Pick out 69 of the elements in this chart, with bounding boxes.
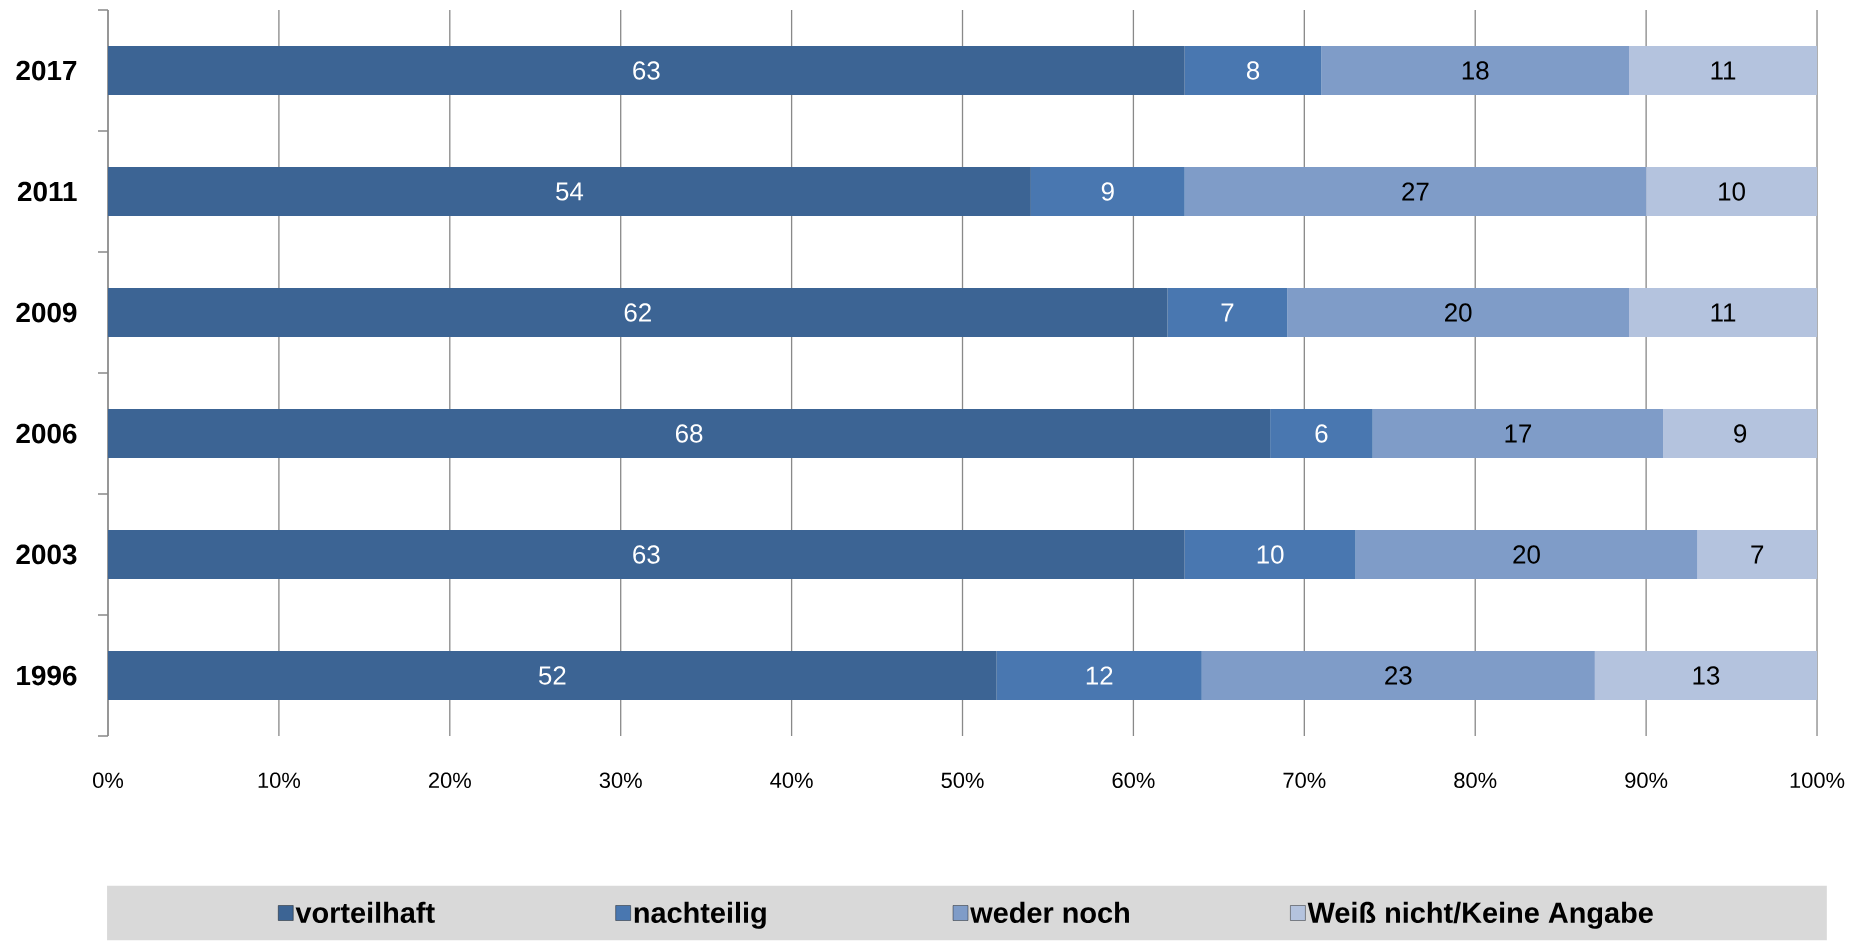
bar (1030, 167, 1185, 217)
data-label: 6 (1315, 424, 1328, 443)
bar (1184, 46, 1322, 96)
bar (1184, 530, 1356, 580)
data-label: 54 (556, 182, 584, 201)
bar (1646, 167, 1818, 217)
x-tick-label: 50% (941, 772, 984, 789)
bar (1287, 288, 1630, 338)
data-label: 11 (1711, 303, 1736, 322)
bar (996, 651, 1202, 701)
data-label: 9 (1734, 424, 1747, 443)
data-label: 23 (1385, 666, 1412, 685)
bar (108, 530, 1185, 580)
x-tick-label: 100% (1790, 772, 1845, 789)
x-tick-label: 0% (93, 772, 124, 789)
bar (1321, 46, 1630, 96)
x-tick-label: 20% (428, 772, 471, 789)
bar (1372, 409, 1664, 459)
bar (108, 409, 1271, 459)
x-tick-label: 60% (1112, 772, 1155, 789)
legend-label: vorteilhaft (295, 901, 435, 924)
x-tick-label: 10% (258, 772, 301, 789)
y-tick-label: 2011 (17, 181, 77, 202)
data-label: 9 (1101, 182, 1114, 201)
x-tick-label: 90% (1625, 772, 1668, 789)
data-label: 18 (1462, 61, 1489, 80)
data-label: 12 (1086, 666, 1113, 685)
legend-label: nachteilig (634, 901, 766, 929)
y-tick-label: 2003 (16, 544, 77, 565)
y-tick-label: 2006 (16, 423, 77, 444)
y-tick-label: 2017 (16, 60, 77, 81)
x-tick-label: 70% (1283, 772, 1326, 789)
data-label: 8 (1246, 61, 1260, 80)
bar (1594, 651, 1818, 701)
data-label: 63 (633, 545, 660, 564)
data-label: 68 (675, 424, 703, 443)
bar (108, 651, 997, 701)
bar (108, 288, 1168, 338)
x-tick-label: 40% (770, 772, 813, 789)
data-label: 63 (633, 61, 660, 80)
y-tick-label: 2009 (16, 302, 77, 323)
bar (1167, 288, 1288, 338)
data-label: 11 (1711, 61, 1736, 80)
y-tick-label: 1996 (17, 665, 77, 686)
data-label: 10 (1719, 182, 1745, 201)
data-label: 20 (1445, 303, 1472, 322)
bar (1201, 651, 1595, 701)
bar (108, 46, 1185, 96)
bar (1270, 409, 1373, 459)
legend-label: weder noch (970, 901, 1129, 924)
data-label: 17 (1505, 424, 1532, 443)
bar (1355, 530, 1698, 580)
x-tick-label: 80% (1454, 772, 1497, 789)
bar (1184, 167, 1647, 217)
data-label: 13 (1693, 666, 1720, 685)
bar (1629, 46, 1818, 96)
data-label: 62 (624, 303, 651, 322)
data-label: 52 (538, 666, 566, 685)
bar (1663, 409, 1818, 459)
data-label: 10 (1257, 545, 1284, 564)
data-label: 7 (1751, 545, 1764, 564)
x-tick-label: 30% (599, 772, 642, 789)
bar (1697, 530, 1818, 580)
bar (1629, 288, 1818, 338)
bar (108, 167, 1031, 217)
data-label: 27 (1402, 182, 1429, 201)
data-label: 7 (1221, 303, 1234, 322)
data-label: 20 (1513, 545, 1540, 564)
legend-label: Weiß nicht/Keine Angabe (1307, 901, 1653, 929)
